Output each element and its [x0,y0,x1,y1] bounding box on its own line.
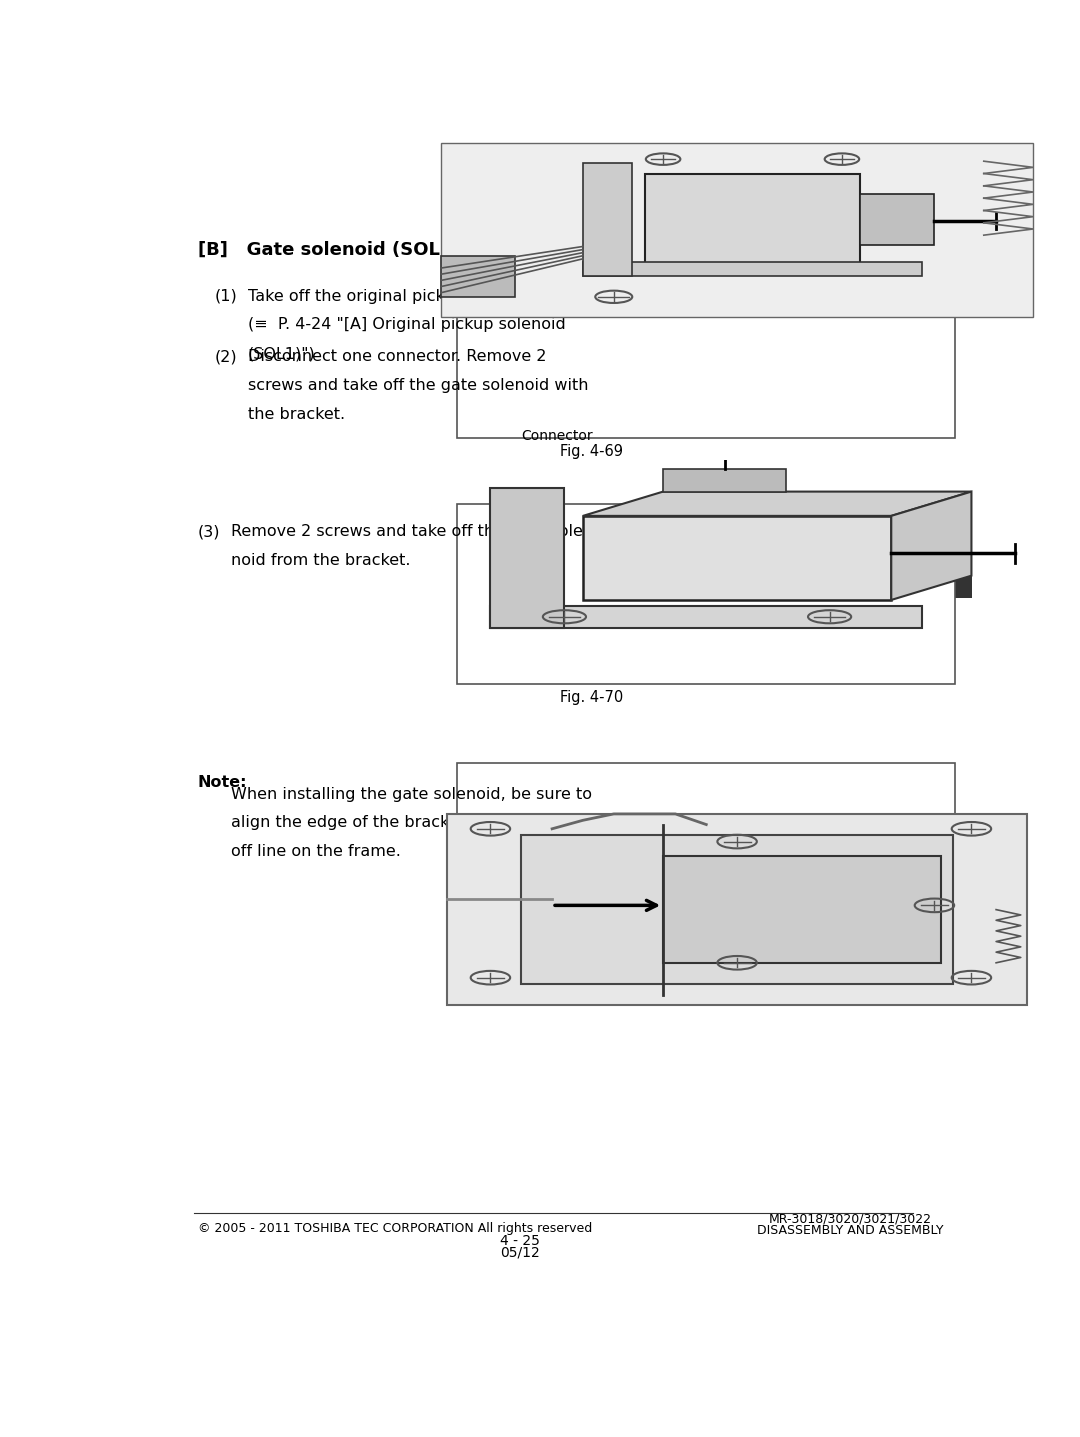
Polygon shape [583,491,971,516]
Text: 05/12: 05/12 [500,1246,540,1259]
Text: © 2005 - 2011 TOSHIBA TEC CORPORATION All rights reserved: © 2005 - 2011 TOSHIBA TEC CORPORATION Al… [198,1221,592,1234]
Bar [457,244,956,438]
Text: Fig. 4-69: Fig. 4-69 [559,444,623,458]
Bar [490,605,922,628]
Text: 4 - 25: 4 - 25 [500,1234,540,1249]
Bar [441,142,1034,318]
Bar [934,499,972,598]
Bar [583,262,922,276]
Bar [457,504,956,684]
Bar [522,835,953,984]
Text: When installing the gate solenoid, be sure to: When installing the gate solenoid, be su… [231,786,592,802]
Bar [663,856,941,963]
Text: off line on the frame.: off line on the frame. [231,844,401,859]
Bar [663,468,786,491]
Bar [457,763,956,971]
Text: Disconnect one connector. Remove 2: Disconnect one connector. Remove 2 [248,349,546,365]
Polygon shape [891,491,971,601]
Text: Gate solenoid: Gate solenoid [619,250,714,263]
Text: Gate solenoid: Gate solenoid [681,510,778,525]
Text: Remove 2 screws and take off the gate sole-: Remove 2 screws and take off the gate so… [231,525,589,539]
Text: the bracket.: the bracket. [248,407,346,422]
Text: Mark-off line: Mark-off line [514,954,602,969]
Text: align the edge of the bracket with the mark-: align the edge of the bracket with the m… [231,815,589,831]
Text: screws and take off the gate solenoid with: screws and take off the gate solenoid wi… [248,378,589,394]
Bar [645,174,861,266]
Text: Fig. 4-70: Fig. 4-70 [559,690,623,706]
Text: (SOL1)"): (SOL1)") [248,346,315,361]
Text: 4: 4 [945,536,962,560]
Text: [B]   Gate solenoid (SOL2): [B] Gate solenoid (SOL2) [198,241,460,259]
Text: (≡  P. 4-24 "[A] Original pickup solenoid: (≡ P. 4-24 "[A] Original pickup solenoid [248,318,566,332]
Text: (2): (2) [215,349,238,365]
Text: Note:: Note: [198,776,247,790]
Text: MR-3018/3020/3021/3022: MR-3018/3020/3021/3022 [769,1213,932,1226]
Bar [441,256,515,297]
Text: DISASSEMBLY AND ASSEMBLY: DISASSEMBLY AND ASSEMBLY [757,1224,944,1237]
Text: (1): (1) [215,289,238,303]
Bar [861,194,934,246]
Text: Take off the original pickup solenoid.: Take off the original pickup solenoid. [248,289,542,303]
Bar [490,487,565,628]
Text: Connector: Connector [522,430,593,443]
Bar [583,516,891,601]
Text: (3): (3) [198,525,220,539]
Text: Fig. 4-71: Fig. 4-71 [559,979,623,993]
Bar [583,164,632,276]
Text: noid from the bracket.: noid from the bracket. [231,553,410,568]
